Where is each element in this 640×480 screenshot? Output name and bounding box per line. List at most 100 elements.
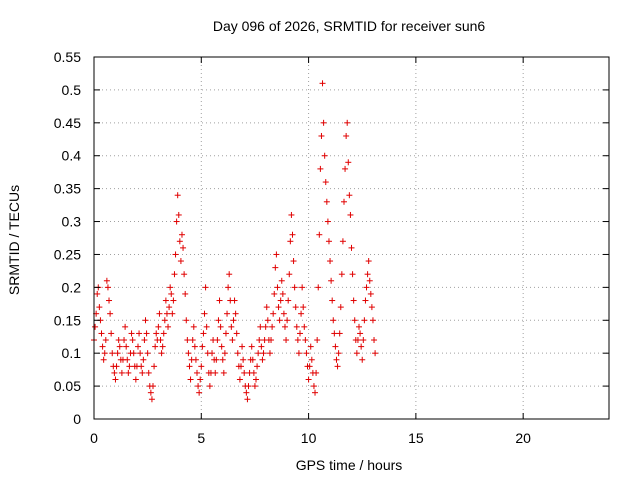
data-point [332,343,339,350]
data-point [167,284,174,291]
data-point [331,330,338,337]
data-point [279,290,286,297]
data-point [104,284,111,291]
data-point [184,337,191,344]
data-point [156,310,163,317]
data-point [165,323,172,330]
data-point [224,310,231,317]
data-point [360,337,367,344]
data-point [158,350,165,357]
data-point [111,369,118,376]
data-point [369,317,376,324]
data-point [268,337,275,344]
data-point [364,271,371,278]
data-point [249,356,256,363]
data-point [264,317,271,324]
data-point [240,356,247,363]
data-point [270,310,277,317]
data-point [113,363,120,370]
data-point [337,304,344,311]
data-point [180,244,187,251]
data-point [317,165,324,172]
data-point [162,297,169,304]
data-point [314,337,321,344]
y-tick-label: 0.55 [54,49,81,65]
data-point [187,376,194,383]
data-point [361,317,368,324]
data-point [173,218,180,225]
data-point [334,363,341,370]
y-tick-label: 0.3 [62,214,82,230]
data-point [259,356,266,363]
data-point [358,343,365,350]
data-point [112,376,119,383]
y-tick-label: 0 [73,411,81,427]
data-point [253,376,260,383]
data-point [194,369,200,376]
data-point [312,389,319,396]
data-point [191,343,198,350]
data-point [241,369,248,376]
data-point [129,337,136,344]
data-point [327,258,334,265]
data-point [107,310,114,317]
data-point [322,179,329,186]
data-point [141,337,148,344]
data-point [170,297,177,304]
data-point [161,317,168,324]
y-tick-label: 0.4 [62,148,82,164]
data-point [234,350,241,357]
data-point [178,231,185,238]
axis-ticks: 0 0.05 0.1 0.15 0.2 0.25 0.3 0.35 0.4 0.45 0.5 0.55… [54,49,609,446]
data-point [200,330,207,337]
data-point [145,369,152,376]
data-point [321,152,328,159]
data-point [349,271,356,278]
data-point [132,376,139,383]
data-point [354,337,361,344]
data-point [216,297,223,304]
x-tick-label: 5 [197,430,205,446]
grid [94,57,609,419]
data-point [201,310,208,317]
data-point [229,337,236,344]
data-point [339,238,346,245]
data-point [153,330,160,337]
data-point [320,119,327,126]
data-point [177,258,184,265]
data-point [123,343,130,350]
data-point [243,389,250,396]
data-point [313,369,320,376]
data-point [198,363,205,370]
data-point [262,323,269,330]
data-point [345,159,352,166]
data-point [109,350,116,357]
data-point [159,343,166,350]
data-point [324,218,331,225]
data-point [128,330,135,337]
data-point [220,369,227,376]
data-point [366,277,373,284]
data-point [183,317,190,324]
plot-frame [93,56,610,420]
data-point [302,337,309,344]
data-point [108,330,115,337]
data-point [254,363,261,370]
data-point [218,343,225,350]
data-point [221,350,228,357]
data-point [189,337,196,344]
data-point [353,350,360,357]
data-point [163,310,170,317]
data-point [263,304,270,311]
data-point [260,350,267,357]
data-point [115,337,122,344]
y-tick-label: 0.5 [62,82,82,98]
data-point [310,383,317,390]
data-point [303,350,310,357]
data-point [287,238,294,245]
data-point [350,297,357,304]
data-point [335,350,342,357]
data-point [294,337,301,344]
data-point [300,304,307,311]
data-point [171,271,178,278]
